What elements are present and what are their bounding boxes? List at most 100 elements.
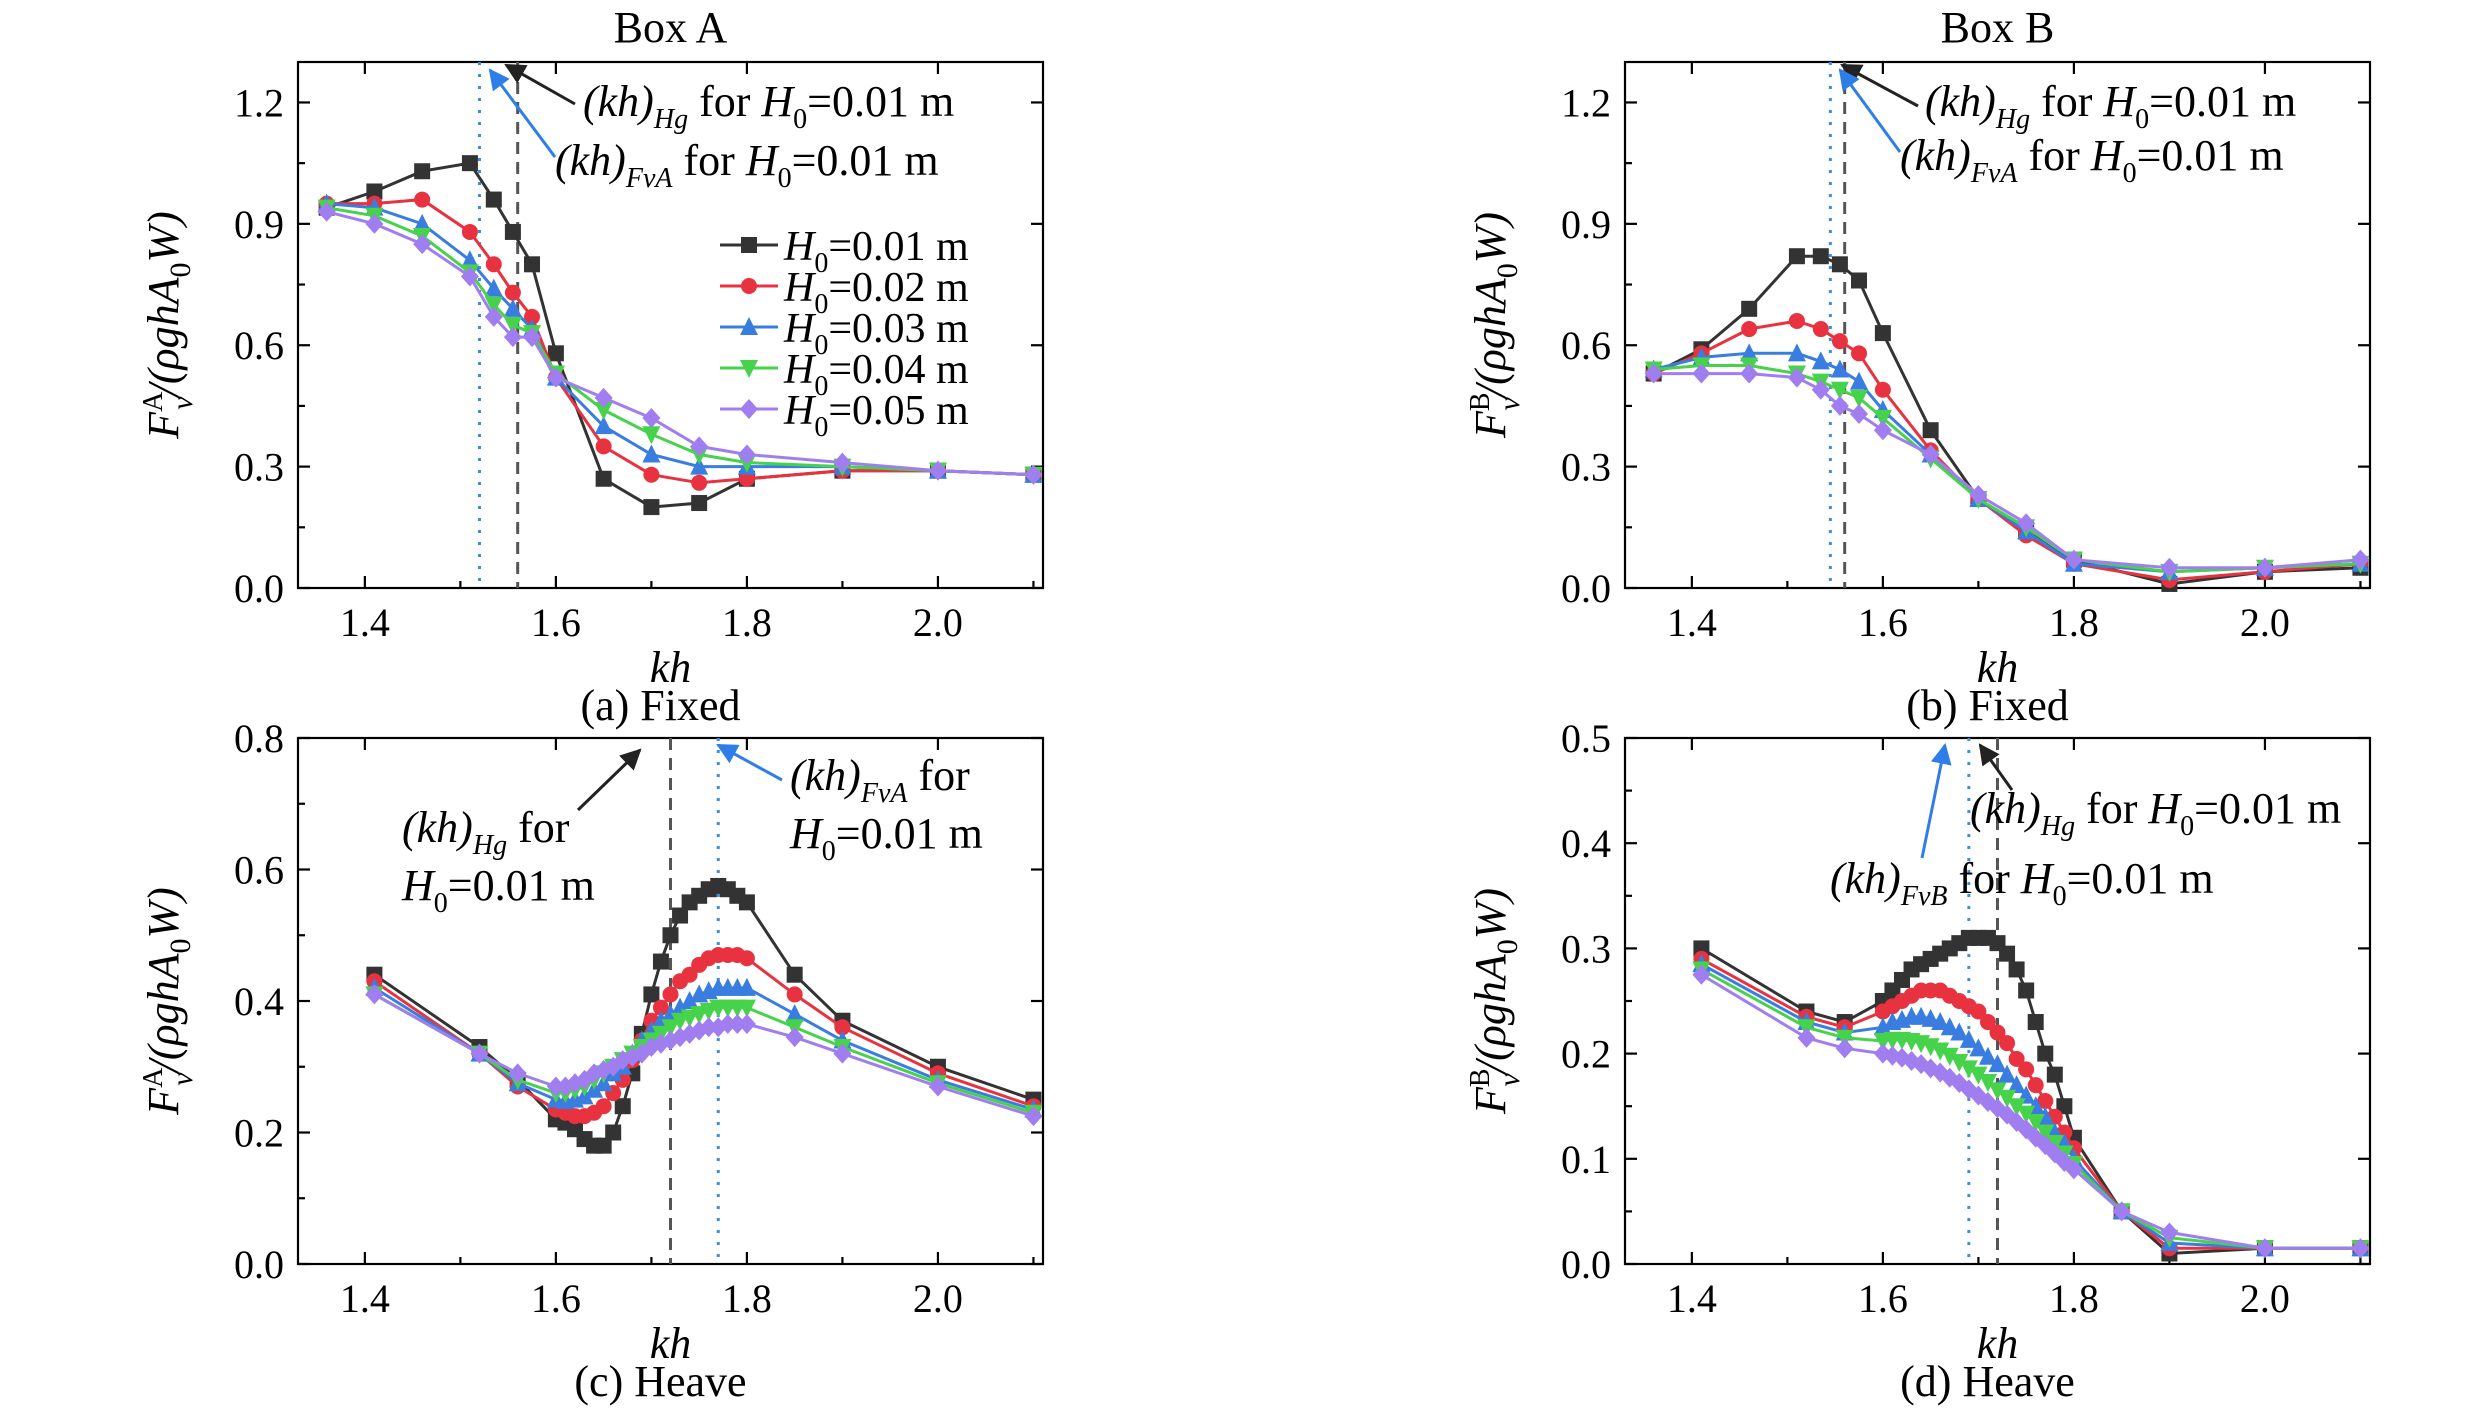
- y-axis-label: FAv/(ρghA0W): [138, 211, 199, 440]
- data-point: [690, 456, 709, 475]
- y-tick-label: 0.2: [234, 1111, 284, 1156]
- plot-frame: [296, 60, 1045, 590]
- data-point: [1787, 343, 1806, 362]
- data-point: [1999, 945, 2016, 962]
- arrow-Hg: [576, 748, 642, 812]
- data-point: [2017, 513, 2036, 534]
- y-tick-label: 0.9: [234, 202, 284, 247]
- data-point: [2008, 961, 2025, 978]
- data-point: [2007, 1098, 2026, 1117]
- data-point: [595, 1098, 612, 1115]
- data-point: [1959, 1060, 1978, 1079]
- data-point: [1835, 1038, 1854, 1059]
- data-point: [738, 470, 755, 487]
- series-H0_0.05: [317, 201, 1043, 485]
- data-point: [1978, 1046, 1997, 1065]
- data-point: [1812, 321, 1829, 338]
- data-point: [1850, 404, 1869, 425]
- annotation-Hg-line2: H0=0.01 m: [401, 861, 595, 919]
- y-tick-label: 0.6: [234, 848, 284, 893]
- data-point: [503, 298, 522, 317]
- y-tick-label: 0.0: [1561, 566, 1611, 611]
- legend-label: H0=0.04 m: [783, 347, 969, 402]
- data-point: [691, 495, 708, 512]
- y-axis-label: FBv/(ρghA0W): [1465, 212, 1526, 439]
- data-point: [1922, 422, 1939, 439]
- panel-c: 1.4 1.6 1.8 2.0 0.0 0.2 0.4 0.6 0.8 kh FAv/(ρghA0W…: [138, 716, 1045, 1406]
- legend-marker: [741, 237, 757, 253]
- series-H0_0.03: [1692, 954, 2370, 1257]
- data-point: [546, 367, 565, 388]
- data-point: [413, 213, 432, 232]
- x-tick-label: 1.6: [1858, 600, 1908, 645]
- data-point: [1692, 964, 1711, 985]
- data-point: [690, 436, 709, 457]
- x-tick-label: 1.4: [1667, 600, 1717, 645]
- x-axis-label: kh: [1977, 1319, 2019, 1368]
- annotation-Fv-line1: (kh)FvA for: [790, 751, 970, 809]
- y-tick-label: 0.5: [1561, 716, 1611, 761]
- data-point: [546, 1076, 565, 1097]
- x-tick-label: 1.8: [2049, 600, 2099, 645]
- data-point: [1940, 1047, 1959, 1066]
- data-point: [414, 163, 431, 180]
- series-line: [373, 884, 1034, 1148]
- data-point: [2007, 1075, 2026, 1094]
- panel-b: 1.4 1.6 1.8 2.0 0.0 0.3 0.6 0.9 1.2 kh FBv/(ρghA0W…: [1465, 3, 2372, 730]
- panel-title: Box B: [1941, 3, 2055, 52]
- y-tick-label: 0.0: [234, 1242, 284, 1287]
- data-point: [1850, 371, 1869, 390]
- data-point: [737, 999, 756, 1018]
- panel-caption: (d) Heave: [1900, 1357, 2075, 1406]
- data-point: [1989, 1024, 2006, 1041]
- data-point: [365, 984, 384, 1005]
- data-point: [1959, 1029, 1978, 1048]
- data-point: [2056, 1098, 2073, 1115]
- data-point: [2027, 1014, 2044, 1031]
- data-point: [662, 986, 679, 1003]
- data-point: [461, 223, 478, 240]
- data-point: [503, 317, 522, 335]
- x-axis-label: kh: [650, 643, 692, 692]
- legend-marker: [740, 399, 758, 419]
- panel-caption: (c) Heave: [574, 1357, 746, 1406]
- data-point: [1873, 420, 1892, 441]
- annotation-Fv: (kh)FvA for H0=0.01 m: [555, 136, 939, 194]
- annotation-Fv-line2: H0=0.01 m: [789, 809, 983, 867]
- data-point: [2018, 982, 2035, 999]
- series-line: [1653, 372, 2361, 570]
- series-H0_0.04: [365, 986, 1043, 1123]
- data-point: [1950, 1022, 1969, 1041]
- panel-d: 1.4 1.6 1.8 2.0 0.0 0.1 0.2 0.3 0.4 0.5 kh FBv/(ρgh…: [1465, 716, 2372, 1406]
- x-tick-label: 2.0: [913, 600, 963, 645]
- data-point: [595, 438, 612, 455]
- data-point: [1787, 367, 1806, 388]
- data-point: [728, 1014, 747, 1035]
- y-tick-label: 0.6: [234, 323, 284, 368]
- panel-caption: (b) Fixed: [1906, 681, 2069, 730]
- data-point: [1024, 464, 1043, 485]
- arrow-Hg: [504, 63, 576, 106]
- annotation-Hg: (kh)Hg for H0=0.01 m: [583, 77, 954, 135]
- data-point: [2255, 557, 2274, 578]
- data-point: [2160, 1222, 2179, 1243]
- data-point: [605, 1124, 622, 1141]
- data-point: [1969, 484, 1988, 505]
- y-tick-label: 0.0: [234, 566, 284, 611]
- data-point: [1969, 1038, 1988, 1057]
- series-H0_0.05: [1644, 363, 2370, 578]
- data-point: [470, 1043, 489, 1064]
- annotation-Hg-line1: (kh)Hg for: [402, 803, 570, 861]
- data-point: [709, 1017, 728, 1038]
- x-tick-label: 2.0: [2240, 1276, 2290, 1321]
- data-point: [833, 452, 852, 473]
- data-point: [738, 950, 755, 967]
- y-tick-label: 0.6: [1561, 323, 1611, 368]
- annotation-Fv: (kh)FvB for H0=0.01 m: [1830, 854, 2214, 912]
- data-point: [413, 234, 432, 255]
- data-point: [504, 223, 521, 240]
- series-H0_0.04: [1644, 357, 2370, 582]
- data-point: [681, 966, 698, 983]
- series-line: [1653, 319, 2361, 582]
- panel-caption: (a) Fixed: [580, 681, 740, 730]
